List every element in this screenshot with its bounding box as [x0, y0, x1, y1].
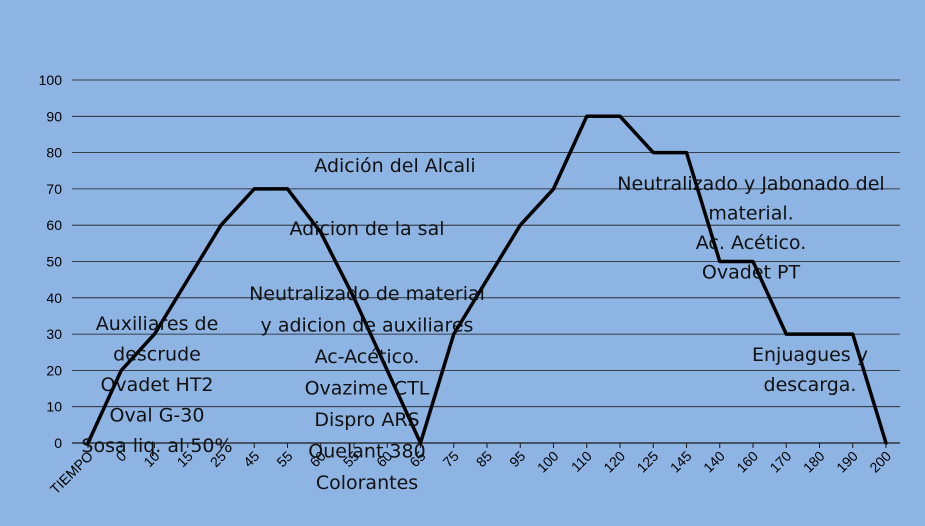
annotation-line: Neutralizado de material: [249, 283, 485, 305]
y-tick-label: 0: [54, 435, 62, 451]
x-tick-label: 85: [473, 448, 495, 470]
series-line: [86, 114, 888, 445]
annotation: Neutralizado y Jabonado del material. Ac. …: [617, 173, 884, 284]
x-tick-label: 140: [700, 448, 728, 476]
annotation: Adición del Alcali: [314, 155, 475, 177]
y-tick-label: 70: [46, 181, 62, 197]
annotation-line: Neutralizado y Jabonado del: [617, 173, 884, 195]
annotation-line: Colorantes: [316, 472, 418, 494]
x-tick-label: 45: [240, 448, 262, 470]
y-tick-label: 60: [46, 217, 62, 233]
annotation-line: Adicion de la sal: [289, 218, 444, 240]
annotation-line: Dispro ARS: [314, 409, 419, 431]
annotation: Auxiliares de descrude Ovadet HT2 Oval G-30…: [81, 313, 232, 457]
annotation-line: Ovadet PT: [702, 262, 801, 284]
annotation: Enjuagues y descarga.: [752, 344, 868, 396]
annotation-line: Ac-Acético.: [315, 346, 420, 368]
annotation: Neutralizado de material y adicion de aux…: [249, 283, 485, 494]
y-tick-label: 80: [46, 145, 62, 161]
annotation-line: Auxiliares de: [96, 313, 219, 335]
x-tick-label: 75: [440, 448, 462, 470]
annotations: Adición del Alcali Adicion de la sal Neutr…: [81, 155, 884, 494]
annotation: Adicion de la sal: [289, 218, 444, 240]
x-tick-label: 125: [634, 448, 662, 476]
gridlines: [72, 79, 900, 444]
y-tick-label: 40: [46, 290, 62, 306]
x-tick-label: 120: [600, 448, 628, 476]
y-axis-ticks: 0 10 20 30 40 50 60 70 80 90 100: [39, 72, 63, 451]
y-tick-label: 20: [46, 362, 62, 378]
x-tick-label: 190: [833, 448, 861, 476]
series-layer: [86, 114, 888, 445]
annotation-line: Quelant 380: [308, 441, 425, 463]
x-tick-label: 160: [733, 448, 761, 476]
annotation-line: y adicion de auxiliares: [261, 315, 474, 337]
annotation-line: Ovadet HT2: [100, 374, 213, 396]
x-tick-label: 95: [506, 448, 528, 470]
y-tick-label: 100: [39, 72, 63, 88]
annotation-line: Adición del Alcali: [314, 155, 475, 177]
y-tick-label: 50: [46, 254, 62, 270]
x-tick-label: 110: [568, 448, 595, 475]
annotation-line: descrude: [113, 344, 201, 366]
annotation-line: Sosa liq. al 50%: [81, 435, 232, 457]
x-tick-label: 200: [866, 448, 894, 476]
x-tick-label: 180: [800, 448, 828, 476]
x-tick-label: 145: [667, 448, 695, 476]
y-tick-label: 90: [46, 108, 62, 124]
annotation-line: Ac. Acético.: [696, 232, 807, 254]
y-tick-label: 30: [46, 326, 62, 342]
annotation-line: Enjuagues y: [752, 344, 868, 366]
y-tick-label: 10: [46, 399, 62, 415]
x-tick-label: 100: [534, 448, 562, 476]
annotation-line: material.: [708, 203, 793, 225]
annotation-line: descarga.: [764, 374, 857, 396]
annotation-line: Oval G-30: [110, 405, 205, 427]
x-tick-label: 55: [273, 448, 295, 470]
annotation-line: Ovazime CTL: [305, 378, 430, 400]
x-tick-label: 170: [767, 448, 795, 476]
